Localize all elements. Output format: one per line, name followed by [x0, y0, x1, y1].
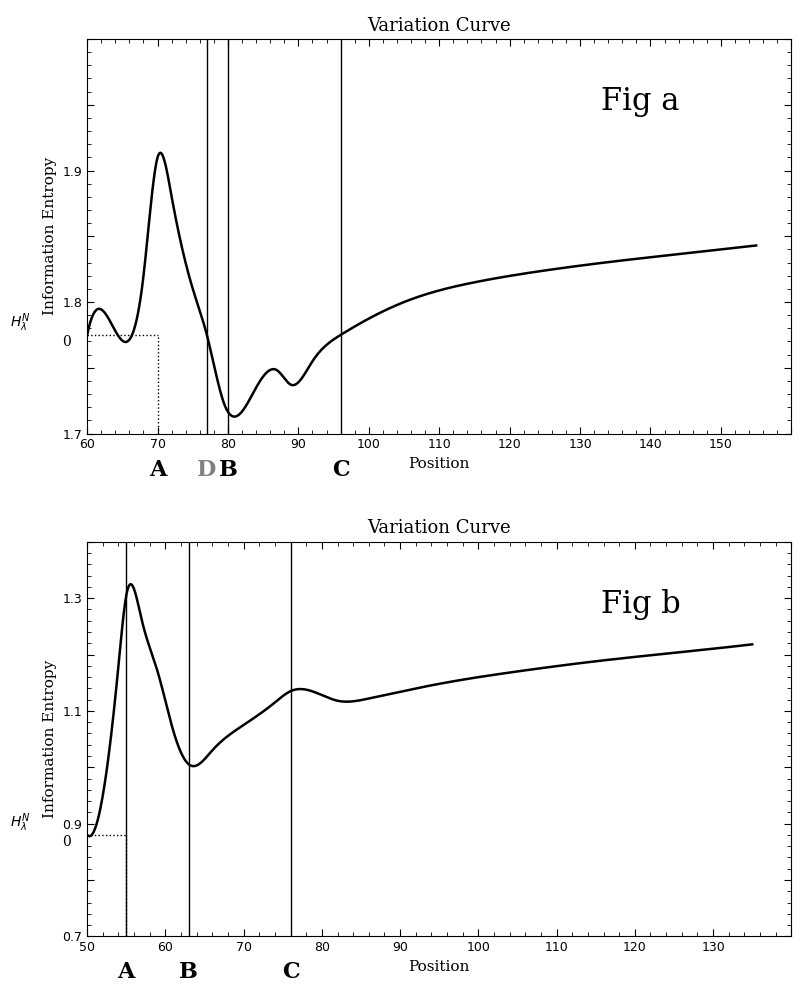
Text: B: B [179, 961, 198, 983]
Y-axis label: Information Entropy: Information Entropy [43, 157, 57, 315]
Text: A: A [149, 459, 166, 481]
Text: 0: 0 [61, 335, 70, 349]
Text: Fig b: Fig b [601, 589, 681, 620]
X-axis label: Position: Position [409, 960, 470, 974]
X-axis label: Position: Position [409, 457, 470, 471]
Text: C: C [332, 459, 350, 481]
Text: D: D [197, 459, 217, 481]
Text: A: A [118, 961, 135, 983]
Text: $H_\lambda^N$: $H_\lambda^N$ [11, 812, 31, 834]
Title: Variation Curve: Variation Curve [368, 519, 511, 537]
Y-axis label: Information Entropy: Information Entropy [43, 660, 57, 818]
Title: Variation Curve: Variation Curve [368, 17, 511, 35]
Text: $H_\lambda^N$: $H_\lambda^N$ [11, 312, 31, 334]
Text: Fig a: Fig a [601, 86, 680, 117]
Text: 0: 0 [61, 835, 70, 849]
Text: C: C [282, 961, 300, 983]
Text: B: B [218, 459, 238, 481]
